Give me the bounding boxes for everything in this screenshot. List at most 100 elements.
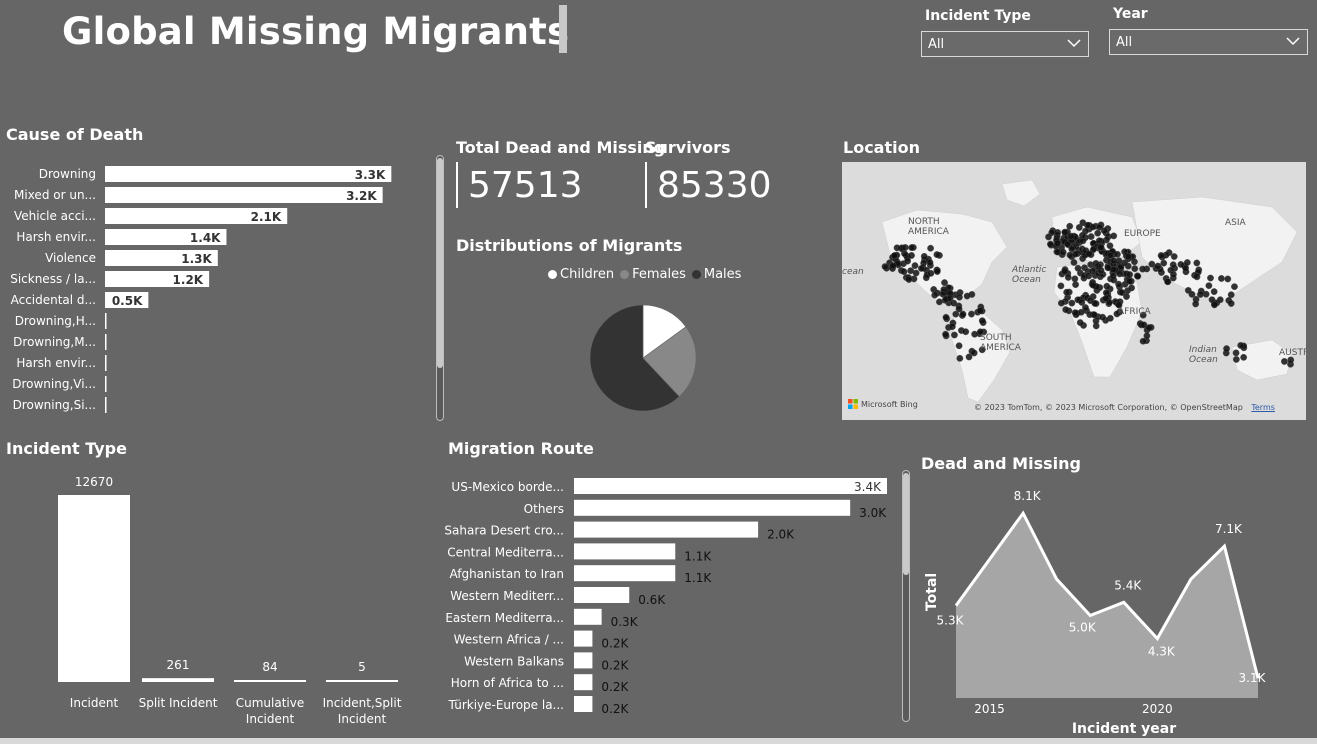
route-bar[interactable] xyxy=(574,543,676,560)
pie-slice-females[interactable] xyxy=(642,326,697,398)
pie-slice-children[interactable] xyxy=(642,304,687,359)
map-incident-point[interactable] xyxy=(891,252,898,259)
incident-bar[interactable] xyxy=(58,495,130,682)
cause-of-death-chart[interactable]: Drowning 3.3K Mixed or un... 3.2K Vehicle ac… xyxy=(0,160,440,420)
map-incident-point[interactable] xyxy=(1089,281,1097,289)
map-incident-point[interactable] xyxy=(1110,257,1118,265)
map-incident-point[interactable] xyxy=(1092,259,1100,267)
map-incident-point[interactable] xyxy=(927,244,934,252)
map-incident-point[interactable] xyxy=(1140,321,1148,329)
map-incident-point[interactable] xyxy=(1074,264,1082,272)
map-incident-point[interactable] xyxy=(1076,319,1084,326)
incident-bar[interactable] xyxy=(326,680,398,682)
map-incident-point[interactable] xyxy=(1100,227,1108,235)
map-incident-point[interactable] xyxy=(920,259,928,267)
pie-slice-males[interactable] xyxy=(589,304,680,412)
map-incident-point[interactable] xyxy=(1193,273,1201,281)
map-incident-point[interactable] xyxy=(942,313,950,321)
route-bar[interactable] xyxy=(574,652,593,669)
route-bar[interactable] xyxy=(574,630,593,647)
map-incident-point[interactable] xyxy=(976,328,984,336)
map-incident-point[interactable] xyxy=(1197,291,1204,298)
map-incident-point[interactable] xyxy=(1047,240,1054,248)
map-incident-point[interactable] xyxy=(952,310,960,318)
incident-type-filter-dropdown[interactable]: All xyxy=(921,31,1089,57)
map-incident-point[interactable] xyxy=(1094,229,1102,237)
map-incident-point[interactable] xyxy=(908,244,916,251)
route-bar[interactable] xyxy=(574,587,630,603)
map-incident-point[interactable] xyxy=(1118,289,1126,296)
map-incident-point[interactable] xyxy=(959,310,967,318)
migration-route-chart[interactable]: US-Mexico borde... 3.4K Others 3.0K Sahara D… xyxy=(440,470,900,720)
map-incident-point[interactable] xyxy=(1113,310,1121,318)
map-incident-point[interactable] xyxy=(1183,259,1191,266)
map-incident-point[interactable] xyxy=(904,257,912,265)
map-incident-point[interactable] xyxy=(1045,233,1052,241)
map-incident-point[interactable] xyxy=(1064,240,1071,248)
map-incident-point[interactable] xyxy=(978,317,986,325)
year-filter-dropdown[interactable]: All xyxy=(1109,29,1308,55)
map-incident-point[interactable] xyxy=(1071,250,1079,258)
scrollbar-thumb[interactable] xyxy=(903,473,909,575)
map-incident-point[interactable] xyxy=(963,292,971,300)
map-incident-point[interactable] xyxy=(1070,259,1078,266)
cause-bar[interactable] xyxy=(105,397,107,413)
dead-missing-area-chart[interactable]: 5.3K 8.1K 5.0K 5.4K 4.3K 7.1K 3.1K 2015 2020 Inci… xyxy=(915,480,1310,738)
map-incident-point[interactable] xyxy=(1087,233,1095,240)
map-incident-point[interactable] xyxy=(951,331,958,339)
map-incident-point[interactable] xyxy=(1227,300,1235,307)
migration-route-scrollbar[interactable] xyxy=(902,470,910,722)
map-incident-point[interactable] xyxy=(1124,253,1132,260)
map-incident-point[interactable] xyxy=(1126,271,1134,278)
map-incident-point[interactable] xyxy=(1116,270,1124,278)
map-incident-point[interactable] xyxy=(976,307,984,315)
map-incident-point[interactable] xyxy=(955,342,963,350)
map-incident-point[interactable] xyxy=(1106,251,1114,259)
map-incident-point[interactable] xyxy=(1064,274,1072,281)
map-incident-point[interactable] xyxy=(912,269,920,277)
route-bar[interactable] xyxy=(574,478,887,494)
map-incident-point[interactable] xyxy=(1232,356,1240,363)
map-incident-point[interactable] xyxy=(965,353,973,361)
map-incident-point[interactable] xyxy=(1085,272,1093,280)
map-incident-point[interactable] xyxy=(1131,258,1138,266)
map-incident-point[interactable] xyxy=(1075,224,1083,231)
map-incident-point[interactable] xyxy=(946,294,954,302)
map-incident-point[interactable] xyxy=(1139,265,1146,273)
map-incident-point[interactable] xyxy=(1059,248,1067,256)
map-incident-point[interactable] xyxy=(1078,299,1086,306)
map-incident-point[interactable] xyxy=(1087,297,1094,304)
map-incident-point[interactable] xyxy=(956,293,963,301)
map-credit-text[interactable]: © 2023 TomTom, © 2023 Microsoft Corporat… xyxy=(974,403,1243,412)
route-bar[interactable] xyxy=(574,696,593,712)
map-incident-point[interactable] xyxy=(1097,266,1105,274)
map-incident-point[interactable] xyxy=(1170,271,1177,278)
map-incident-point[interactable] xyxy=(1102,295,1110,302)
map-incident-point[interactable] xyxy=(1131,265,1139,273)
map-incident-point[interactable] xyxy=(1067,232,1075,240)
map-incident-point[interactable] xyxy=(1240,353,1248,361)
map-incident-point[interactable] xyxy=(1160,259,1168,267)
distribution-pie-chart[interactable] xyxy=(585,300,701,416)
map-incident-point[interactable] xyxy=(1110,232,1118,240)
map-incident-point[interactable] xyxy=(1109,272,1117,280)
map-incident-point[interactable] xyxy=(1106,242,1114,250)
map-incident-point[interactable] xyxy=(1089,246,1097,254)
map-incident-point[interactable] xyxy=(942,330,949,338)
map-incident-point[interactable] xyxy=(1085,250,1093,258)
map-incident-point[interactable] xyxy=(950,299,958,307)
map-incident-point[interactable] xyxy=(1115,301,1123,309)
map-incident-point[interactable] xyxy=(970,349,978,357)
map-incident-point[interactable] xyxy=(1192,300,1200,308)
cause-bar[interactable] xyxy=(105,313,107,329)
map-incident-point[interactable] xyxy=(1177,261,1185,268)
map-incident-point[interactable] xyxy=(1211,301,1218,309)
map-incident-point[interactable] xyxy=(1148,260,1156,268)
map-incident-point[interactable] xyxy=(889,262,897,270)
cause-bar[interactable] xyxy=(105,229,227,245)
map-incident-point[interactable] xyxy=(1134,272,1142,280)
map-incident-point[interactable] xyxy=(881,263,889,270)
map-incident-point[interactable] xyxy=(1068,299,1076,307)
route-bar[interactable] xyxy=(574,565,676,582)
map-incident-point[interactable] xyxy=(1062,306,1070,314)
